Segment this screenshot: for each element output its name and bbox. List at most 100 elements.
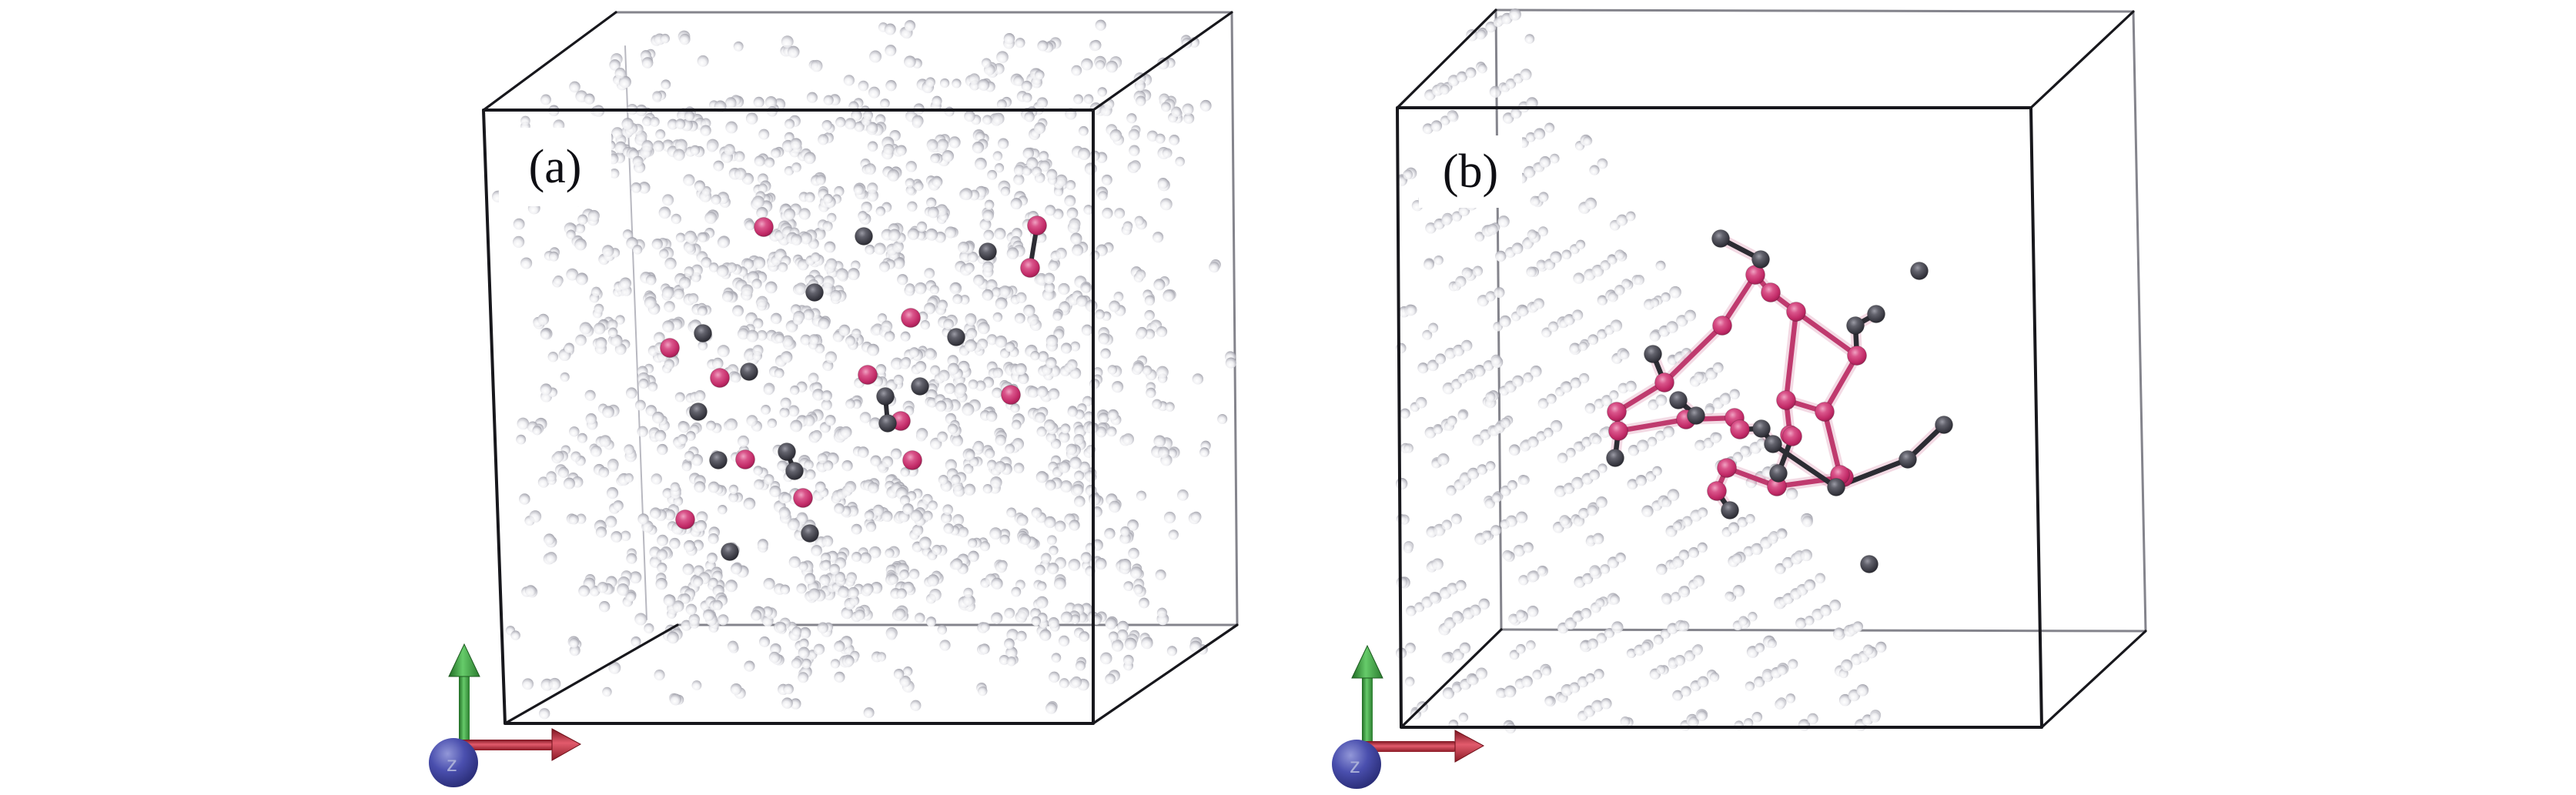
x-axis-shaft <box>461 740 552 750</box>
matrix-atom <box>1095 557 1107 570</box>
matrix-atom <box>650 507 661 519</box>
lattice-atom <box>1396 576 1408 589</box>
x-axis-arrow-icon <box>1364 730 1485 763</box>
matrix-atom <box>560 372 570 382</box>
lattice-atom <box>1681 686 1691 697</box>
matrix-atom <box>926 139 938 151</box>
matrix-atom <box>770 312 782 325</box>
matrix-atom <box>778 262 788 272</box>
matrix-atom <box>968 550 979 563</box>
lattice-atom <box>1435 353 1446 365</box>
matrix-atom <box>694 389 706 402</box>
lattice-atom <box>1527 436 1539 448</box>
matrix-atom <box>985 448 995 459</box>
matrix-atom <box>869 50 882 63</box>
matrix-atom <box>684 230 697 243</box>
matrix-atom <box>1162 148 1173 159</box>
box-front-face <box>482 109 1095 725</box>
panel-a-label: (a) <box>499 128 611 206</box>
matrix-atom <box>1085 299 1098 312</box>
matrix-atom <box>840 426 852 439</box>
matrix-atom <box>672 600 684 613</box>
matrix-atom <box>1045 205 1056 216</box>
matrix-atom <box>877 313 888 323</box>
matrix-atom <box>790 138 802 150</box>
matrix-atom <box>999 534 1010 545</box>
matrix-atom <box>1022 92 1032 103</box>
matrix-atom <box>774 368 785 379</box>
matrix-atom <box>968 379 979 389</box>
matrix-atom <box>783 683 794 695</box>
y-axis-shaft <box>459 673 470 752</box>
matrix-atom <box>1026 157 1039 169</box>
matrix-atom <box>834 671 845 683</box>
matrix-atom <box>817 453 828 464</box>
y-axis-head <box>448 643 480 677</box>
lattice-atom <box>1518 575 1529 586</box>
matrix-atom <box>958 526 969 538</box>
matrix-atom <box>1136 326 1148 338</box>
lattice-atom <box>1439 84 1450 95</box>
lattice-atom <box>1557 453 1568 463</box>
matrix-atom <box>1156 366 1169 379</box>
lattice-atom <box>1804 579 1816 591</box>
lattice-atom <box>1578 372 1590 384</box>
matrix-atom <box>698 340 708 351</box>
matrix-atom <box>821 119 832 131</box>
matrix-atom <box>1066 179 1076 190</box>
lattice-atom <box>1587 505 1598 516</box>
lattice-atom <box>1455 276 1467 288</box>
matrix-atom <box>566 268 579 281</box>
matrix-atom <box>1080 58 1093 71</box>
matrix-atom <box>1048 617 1059 629</box>
lattice-atom <box>1511 242 1524 255</box>
matrix-atom <box>827 212 837 223</box>
lattice-atom <box>1575 239 1586 249</box>
matrix-atom <box>708 577 718 587</box>
matrix-atom <box>817 622 828 633</box>
matrix-atom <box>1158 446 1170 459</box>
matrix-atom <box>614 68 626 79</box>
matrix-atom <box>784 132 795 142</box>
lattice-atom <box>1508 444 1521 456</box>
matrix-atom <box>803 309 815 321</box>
matrix-atom <box>664 359 675 370</box>
lattice-atom <box>1550 251 1562 263</box>
matrix-atom <box>803 415 815 426</box>
matrix-atom <box>1166 646 1177 656</box>
lattice-atom <box>1444 617 1456 630</box>
matrix-atom <box>624 473 634 483</box>
matrix-atom <box>1021 80 1032 92</box>
matrix-atom <box>1015 630 1027 642</box>
matrix-atom <box>978 686 988 696</box>
matrix-atom <box>781 335 794 347</box>
matrix-atom <box>918 536 932 549</box>
matrix-atom <box>1155 133 1166 144</box>
matrix-atom <box>613 500 624 511</box>
matrix-atom <box>851 328 861 339</box>
matrix-atom <box>935 400 947 412</box>
lattice-atom <box>1584 403 1596 414</box>
matrix-atom <box>569 81 580 93</box>
lattice-atom <box>1661 292 1671 302</box>
matrix-atom <box>1123 581 1134 591</box>
matrix-atom <box>943 523 955 534</box>
matrix-atom <box>762 606 773 617</box>
lattice-atom <box>1505 515 1517 527</box>
lattice-atom <box>1441 652 1452 663</box>
lattice-atom <box>1748 612 1758 622</box>
matrix-atom <box>758 129 770 140</box>
lattice-atom <box>1461 267 1473 279</box>
matrix-atom <box>725 418 738 431</box>
matrix-atom <box>1031 507 1042 519</box>
matrix-atom <box>1035 596 1049 609</box>
matrix-atom <box>780 584 791 595</box>
matrix-atom <box>828 563 840 575</box>
lattice-atom <box>1526 266 1537 277</box>
matrix-atom <box>973 440 984 452</box>
matrix-atom <box>883 143 895 155</box>
matrix-atom <box>845 399 855 409</box>
matrix-atom <box>724 144 735 155</box>
matrix-atom <box>838 324 851 336</box>
matrix-atom <box>728 492 739 503</box>
